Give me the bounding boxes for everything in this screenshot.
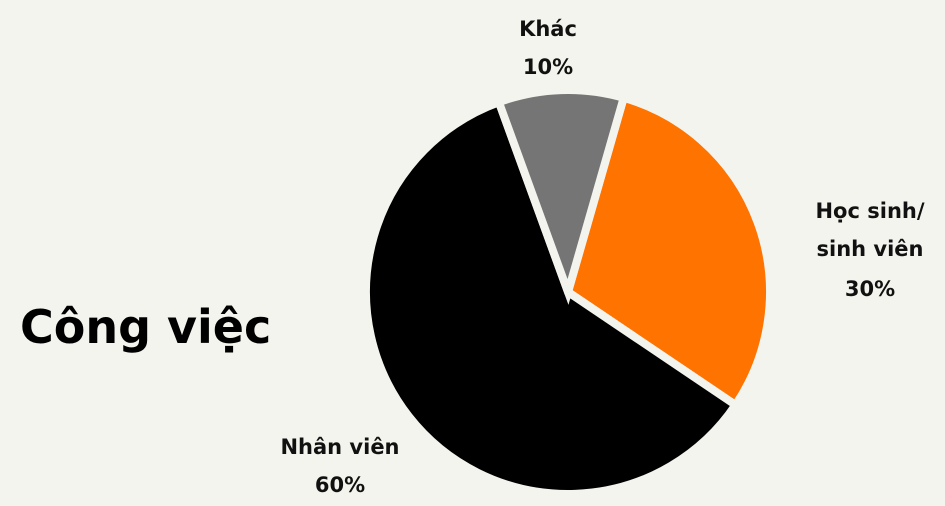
slice-label: Khác — [519, 17, 577, 41]
slice-label: Học sinh/ sinh viên — [815, 199, 925, 261]
slice-value: 30% — [844, 277, 896, 301]
slice-value: 10% — [522, 55, 574, 79]
slice-label: Nhân viên — [280, 435, 400, 459]
pie-slice — [493, 86, 629, 305]
pie-slice — [362, 97, 742, 498]
chart-title: Công việc — [20, 300, 272, 354]
pie-slice — [563, 92, 774, 411]
slice-value: 60% — [314, 473, 366, 497]
